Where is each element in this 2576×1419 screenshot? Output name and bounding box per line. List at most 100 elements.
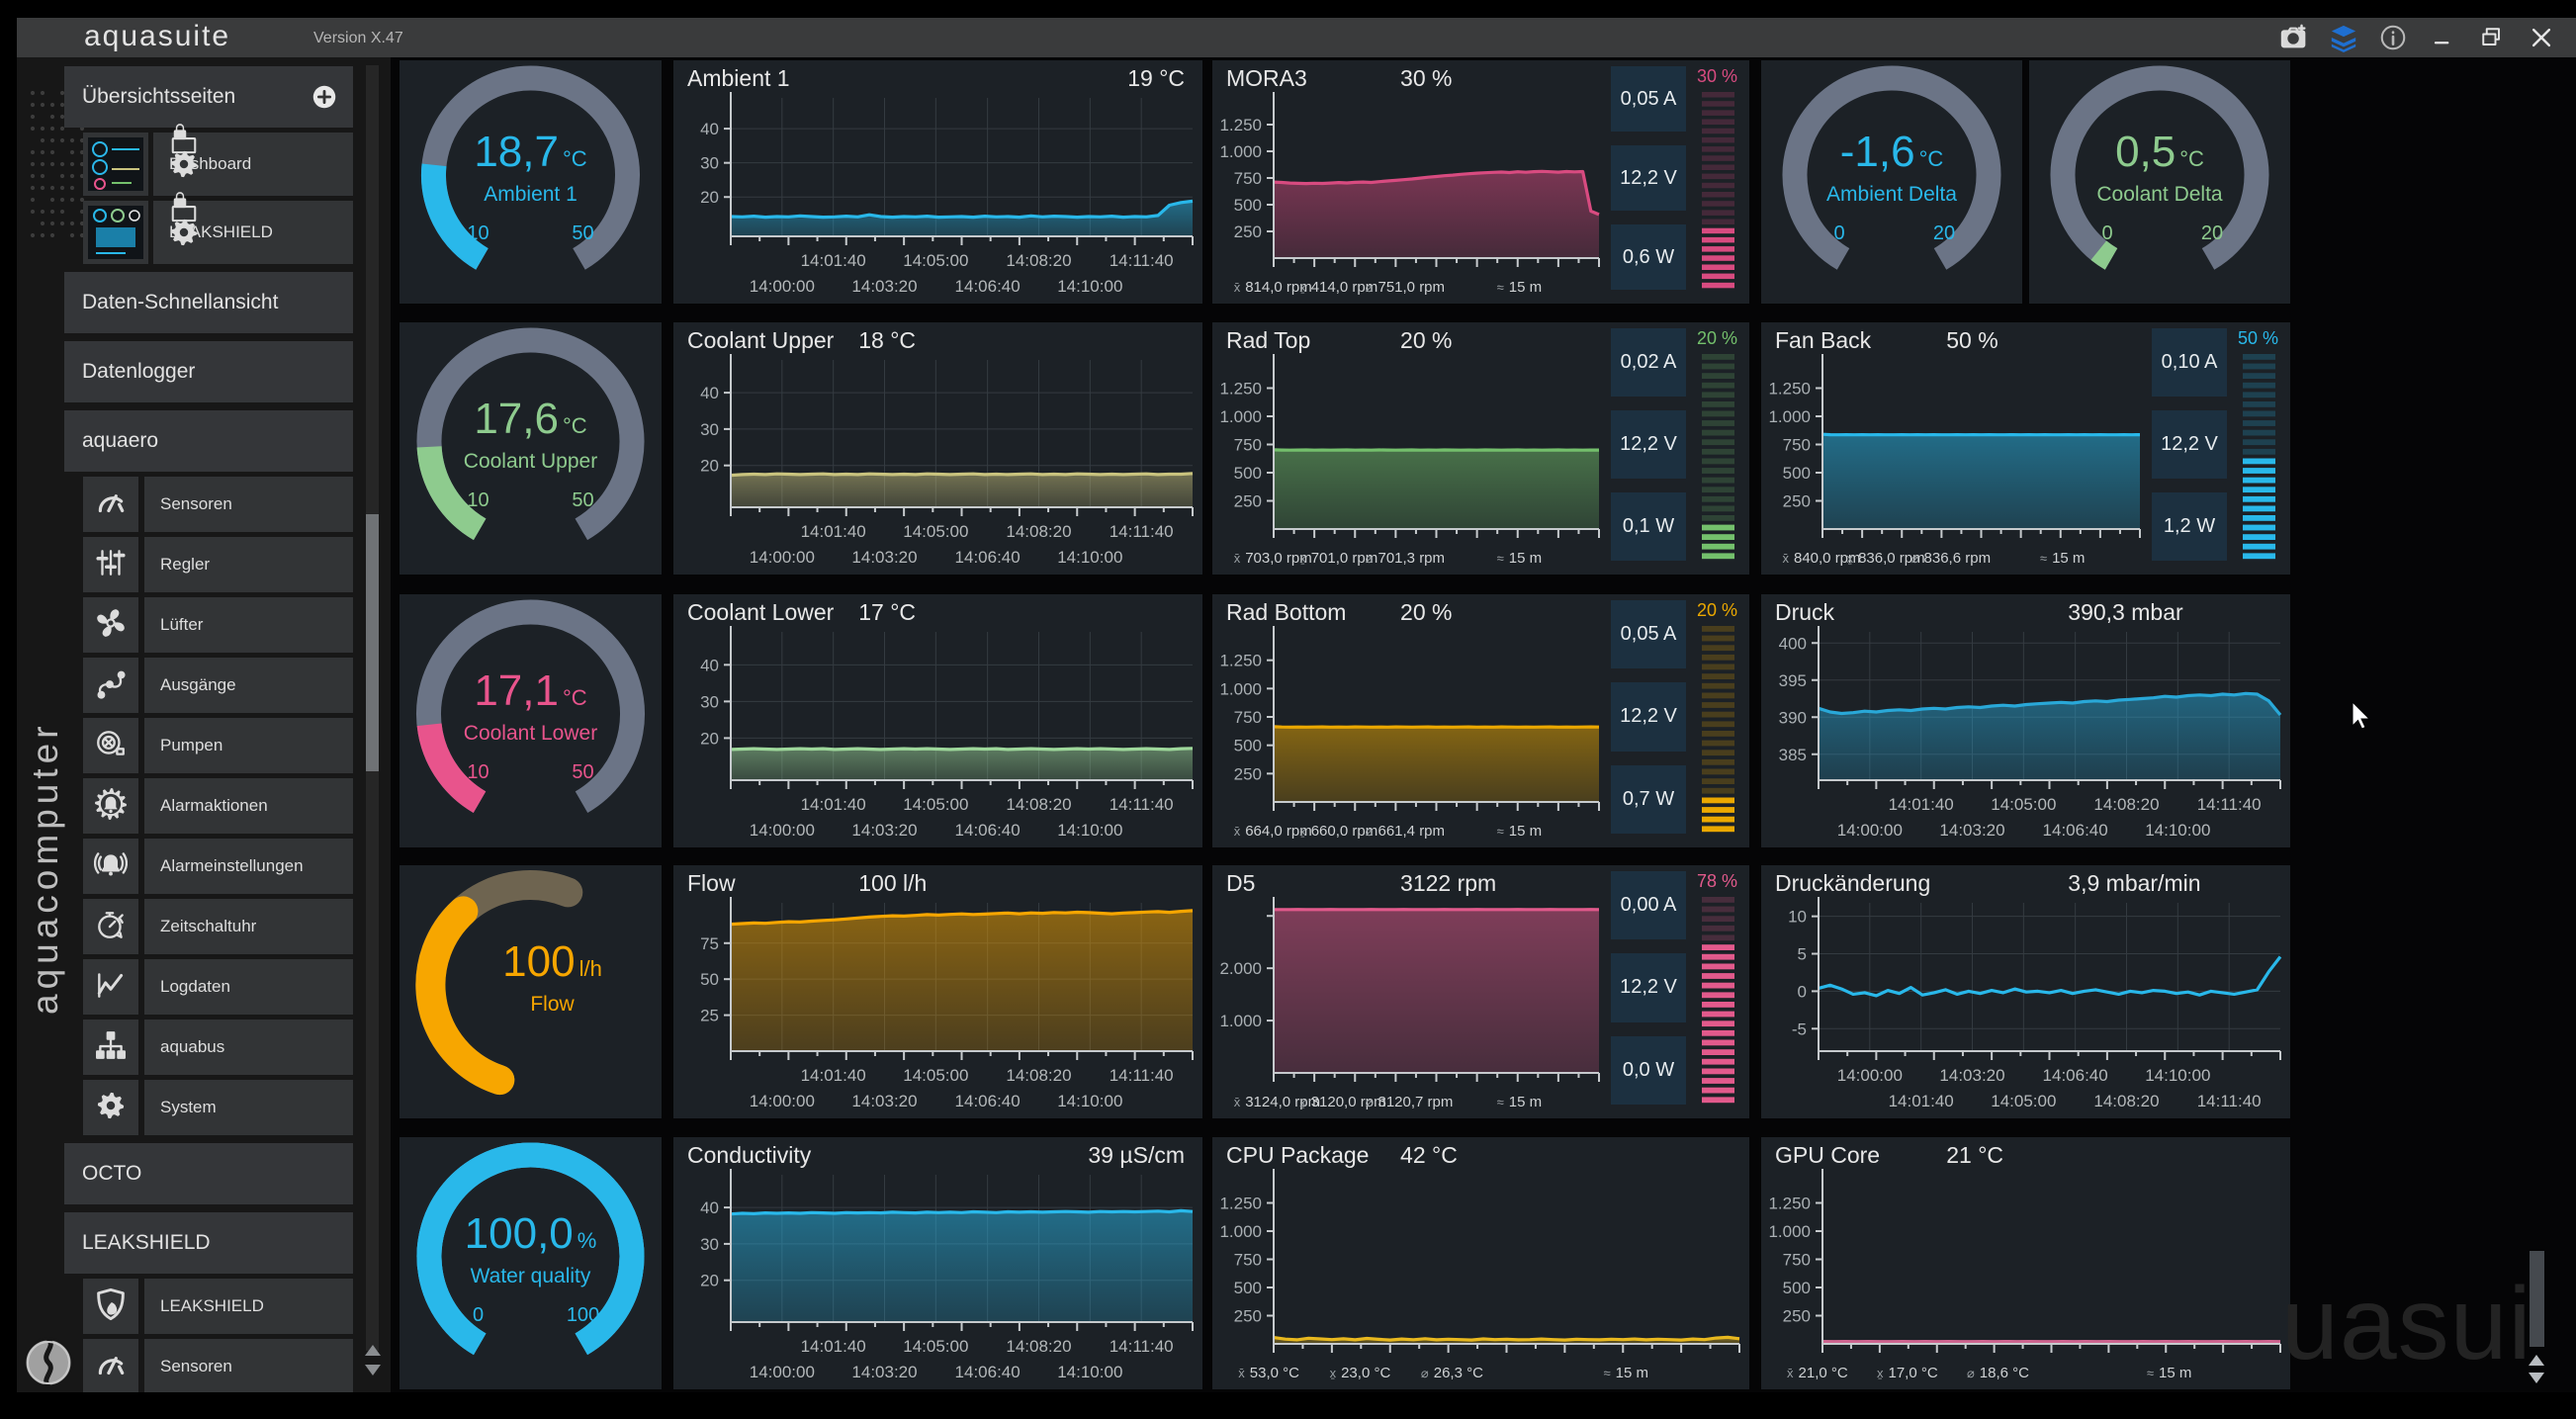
tile-flow-gauge: 100 l/h Flow: [400, 865, 662, 1118]
footer-stat-max: x̄ 3124,0 rpm: [1233, 1094, 1321, 1110]
sidebar-header-daten-schnellansicht[interactable]: Daten-Schnellansicht: [64, 272, 353, 333]
sidebar-item-ausg-nge[interactable]: Ausgänge: [144, 658, 353, 713]
gauge-max-label: 50: [572, 222, 594, 244]
percent-bar: [1702, 354, 1734, 560]
svg-text:20: 20: [700, 457, 719, 476]
svg-text:1.250: 1.250: [1768, 1195, 1811, 1213]
time-icon: ≈: [1603, 1366, 1611, 1380]
sidebar-item-sensoren[interactable]: Sensoren: [144, 477, 353, 532]
gear-icon[interactable]: [169, 218, 345, 247]
svg-text:14:03:20: 14:03:20: [851, 1363, 917, 1381]
tile-title: D5: [1226, 870, 1256, 896]
tile-rad-top-chart: Rad Top 20 % 250 500 750 1.000 1.250 0,02 A 12,…: [1212, 322, 1749, 575]
sidebar-item-logdaten[interactable]: Logdaten: [144, 959, 353, 1015]
info-icon[interactable]: [2376, 22, 2410, 53]
sidebar-item-zeitschaltuhr[interactable]: Zeitschaltuhr: [144, 899, 353, 954]
mouse-cursor: [2352, 702, 2371, 730]
percent-bar: [1702, 92, 1734, 289]
gauge-value: 100 l/h: [502, 937, 602, 986]
chart-svg: 20 30 40 14:01:40 14:05:00 14:08:20 14:11:40 14…: [700, 626, 1194, 840]
sidebar-header-label: Daten-Schnellansicht: [82, 291, 279, 313]
gear-icon[interactable]: [169, 149, 345, 179]
sidebar-item-label: Sensoren: [160, 1357, 232, 1375]
page-thumbnail-dashboard[interactable]: [83, 133, 148, 196]
speedometer-icon: [94, 486, 128, 524]
svg-text:1.000: 1.000: [1768, 1222, 1811, 1241]
gauge-value: 17,1 °C: [474, 666, 587, 715]
tile-coolant-upper-chart: Coolant Upper 18 °C 20 30 40 14:01:40 14:05:0…: [673, 322, 1202, 575]
sidebar-header-octo[interactable]: OCTO: [64, 1143, 353, 1204]
footer-stat-min: x̱ 836,0 rpm: [1846, 550, 1925, 567]
current-box: 0,00 A: [1611, 871, 1686, 940]
svg-text:400: 400: [1779, 634, 1807, 653]
sidebar-header-aquaero[interactable]: aquaero: [64, 410, 353, 472]
layers-icon[interactable]: [2327, 22, 2360, 53]
sidebar-item-l-fter[interactable]: Lüfter: [144, 597, 353, 653]
sidebar-header-leakshield[interactable]: LEAKSHIELD: [64, 1212, 353, 1274]
avg-icon: ⌀: [1966, 1366, 1975, 1380]
tile-value: 390,3 mbar: [2068, 599, 2183, 625]
screenshot-camera-icon[interactable]: [2277, 22, 2311, 53]
svg-text:14:08:20: 14:08:20: [1006, 795, 1071, 814]
footer-stat-max: x̄ 664,0 rpm: [1233, 823, 1312, 840]
svg-text:750: 750: [1234, 708, 1262, 727]
pump-icon: [94, 727, 128, 765]
sidebar-item-aquabus[interactable]: aquabus: [144, 1020, 353, 1075]
sidebar-item-pumpen[interactable]: Pumpen: [144, 718, 353, 773]
svg-text:500: 500: [1234, 1279, 1262, 1297]
device-icon-box: [83, 899, 138, 954]
device-icon-box: [83, 1080, 138, 1135]
power-box: 0,1 W: [1611, 492, 1686, 561]
tile-druckaenderung-chart: Druckänderung 3,9 mbar/min -5 0 5 10 14:00:00 1…: [1761, 865, 2290, 1118]
max-icon: x̄: [1233, 1095, 1241, 1109]
restore-icon[interactable]: [2475, 22, 2509, 53]
main-scroll-up-icon[interactable]: [2529, 1355, 2544, 1366]
svg-text:75: 75: [700, 934, 719, 953]
min-icon: x̱: [1299, 824, 1306, 839]
sidebar-header--bersichtsseiten[interactable]: Übersichtsseiten: [64, 66, 353, 128]
svg-text:14:03:20: 14:03:20: [1939, 1066, 2004, 1085]
sidebar-item-alarmaktionen[interactable]: Alarmaktionen: [144, 778, 353, 834]
gauge-value: 0,5 °C: [2115, 128, 2204, 176]
main-scrollbar-thumb[interactable]: [2530, 1251, 2544, 1347]
chart-line-icon: [94, 968, 128, 1007]
tile-title: GPU Core: [1775, 1142, 1881, 1168]
device-icon-box: [83, 718, 138, 773]
svg-text:14:10:00: 14:10:00: [1057, 821, 1122, 840]
svg-text:40: 40: [700, 1198, 719, 1217]
footer-stat-avg: ⌀ 701,3 rpm: [1365, 550, 1446, 567]
footer-stat-time: ≈15 m: [1496, 550, 1543, 567]
svg-text:14:00:00: 14:00:00: [1837, 1066, 1903, 1085]
sidebar-scrollbar-thumb[interactable]: [366, 514, 379, 771]
svg-text:14:10:00: 14:10:00: [2145, 821, 2210, 840]
sidebar-header-label: LEAKSHIELD: [82, 1231, 211, 1254]
svg-text:30: 30: [700, 692, 719, 711]
sidebar-page-leakshield[interactable]: LEAKSHIELD: [153, 192, 353, 264]
close-icon[interactable]: [2525, 22, 2558, 53]
gear-icon: [96, 1091, 126, 1125]
sidebar-scroll-down-icon[interactable]: [365, 1365, 381, 1375]
sidebar-scroll-up-icon[interactable]: [365, 1345, 381, 1356]
footer-stat-avg: ⌀ 751,0 rpm: [1365, 279, 1446, 296]
gauge-value: 17,6 °C: [474, 394, 587, 443]
svg-text:14:11:40: 14:11:40: [1110, 1337, 1174, 1356]
sidebar-item-alarmeinstellungen[interactable]: Alarmeinstellungen: [144, 839, 353, 894]
sidebar-item-leakshield[interactable]: LEAKSHIELD: [144, 1279, 353, 1334]
page-thumbnail-leakshield[interactable]: [83, 201, 148, 264]
plus-circle-icon[interactable]: [310, 82, 339, 117]
sidebar-item-sensoren[interactable]: Sensoren: [144, 1339, 353, 1392]
main-scroll-down-icon[interactable]: [2529, 1373, 2544, 1383]
gauge-max-label: 50: [572, 761, 594, 783]
svg-text:14:00:00: 14:00:00: [750, 1363, 815, 1381]
sidebar-page-dashboard[interactable]: Dashboard: [153, 124, 353, 196]
sidebar-item-label: Regler: [160, 555, 211, 574]
watermark: uasuite: [2281, 1267, 2527, 1381]
sidebar-item-system[interactable]: System: [144, 1080, 353, 1135]
minimize-icon[interactable]: [2426, 22, 2459, 53]
avg-icon: ⌀: [1365, 1095, 1374, 1109]
sidebar-header-datenlogger[interactable]: Datenlogger: [64, 341, 353, 402]
device-icon-box: [83, 959, 138, 1015]
sidebar-item-regler[interactable]: Regler: [144, 537, 353, 592]
svg-text:14:01:40: 14:01:40: [1889, 1092, 1954, 1110]
